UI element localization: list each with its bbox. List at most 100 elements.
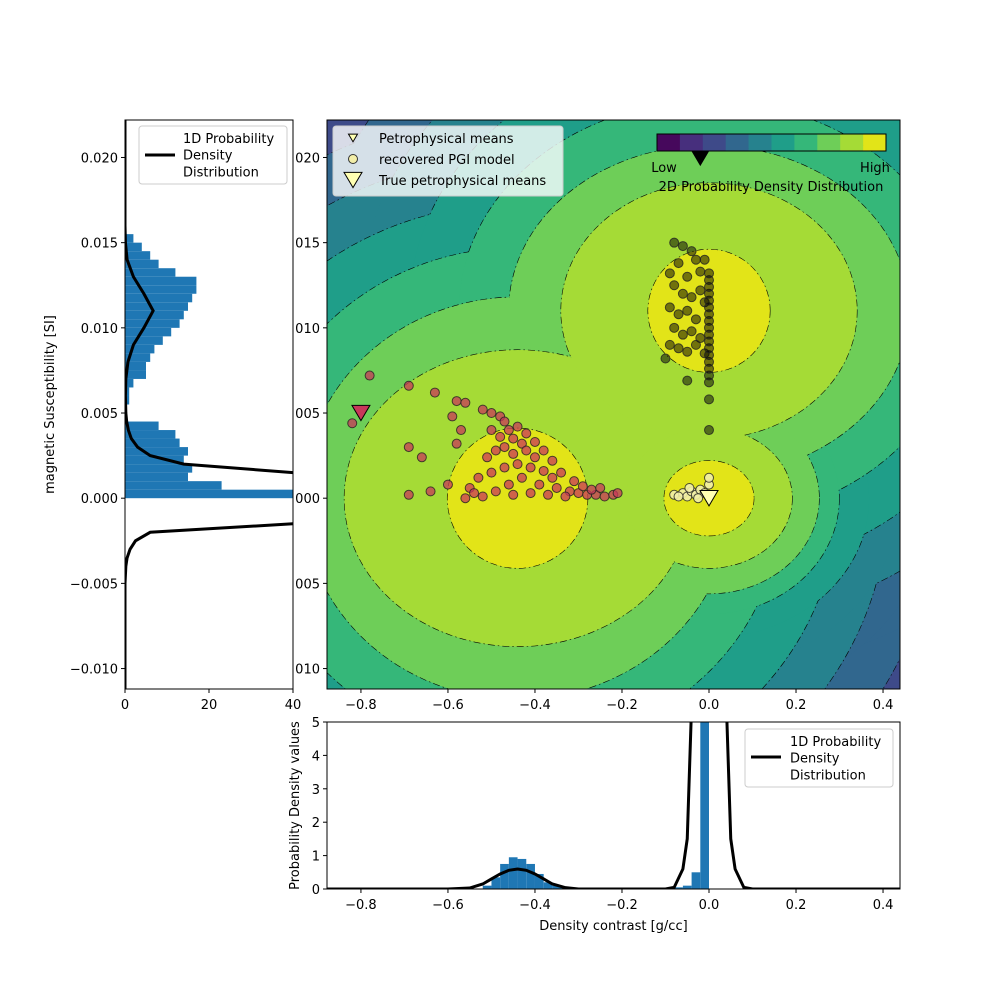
y-tick-label: 0.005: [81, 407, 118, 422]
pgi-point: [695, 285, 706, 296]
y-tick-label: 3: [312, 783, 320, 798]
x-tick-label: −0.2: [606, 698, 638, 713]
pgi-point: [521, 445, 532, 456]
pgi-point: [682, 375, 693, 386]
pgi-point: [486, 425, 497, 436]
contour-plot: [327, 120, 900, 689]
x-tick-label: 0.4: [873, 898, 894, 913]
y-tick-label: −0.005: [272, 577, 320, 592]
pgi-point: [543, 489, 554, 500]
pgi-point: [529, 452, 540, 463]
colorbar-cell: [725, 134, 749, 151]
pgi-point: [473, 472, 484, 483]
pgi-point: [429, 387, 440, 398]
pgi-point: [364, 370, 375, 381]
pgi-point: [477, 404, 488, 415]
pgi-point: [699, 254, 710, 265]
pgi-point: [556, 467, 567, 478]
main-y-labels: −0.010 −0.005 0.000 0.005 0.010 0.015 0.020: [272, 151, 327, 678]
legend-box: [138, 125, 288, 185]
x-tick-label: −0.8: [345, 698, 377, 713]
text-line: Distribution: [183, 165, 259, 180]
pgi-point: [586, 484, 597, 495]
hist-bar: [125, 242, 142, 252]
left-legend: 1D Probability Density Distribution: [138, 125, 288, 185]
pgi-point: [416, 452, 427, 463]
hist-bar: [691, 872, 701, 889]
pgi-point: [682, 346, 693, 357]
text-line: Distribution: [790, 768, 866, 783]
pgi-point: [477, 491, 488, 502]
y-tick-label: 5: [312, 716, 320, 731]
pgi-point: [490, 486, 501, 497]
pgi-point: [490, 445, 501, 456]
pgi-point: [521, 428, 532, 439]
petrophysical-mean: [699, 490, 719, 507]
pgi-point: [403, 442, 414, 453]
hist-bar: [125, 327, 172, 337]
y-axis-label: magnetic Susceptibility [SI]: [43, 315, 58, 494]
hist-bar: [125, 472, 188, 482]
hist-bar: [125, 481, 222, 490]
x-tick-label: −0.6: [432, 698, 464, 713]
legend-label: True petrophysical means: [378, 174, 546, 189]
pgi-point: [499, 462, 510, 473]
hist-bar: [125, 387, 130, 396]
pgi-point: [442, 479, 453, 490]
pgi-point: [512, 459, 523, 470]
hist-bar: [674, 887, 683, 889]
y-tick-label: 0: [312, 883, 320, 898]
legend-marker: [348, 154, 358, 164]
pgi-point: [529, 436, 540, 447]
hist-bar: [125, 395, 130, 405]
x-axis-label: Density contrast [g/cc]: [539, 919, 687, 934]
legend-label: 1D Probability Density Distribution: [790, 735, 881, 783]
y-tick-label: 0.020: [283, 151, 320, 166]
pgi-point: [569, 476, 580, 487]
pgi-point: [690, 314, 701, 325]
hist-bar: [125, 421, 159, 431]
pgi-point: [460, 493, 471, 504]
hist-bar: [125, 464, 193, 473]
x-tick-label: 0.0: [699, 898, 720, 913]
pgi-point: [403, 489, 414, 500]
pgi-point: [451, 396, 462, 407]
hist-bar: [125, 361, 146, 371]
hist-bar: [125, 302, 188, 311]
pdf-line: [327, 722, 900, 889]
y-tick-label: −0.005: [70, 577, 118, 592]
pgi-point: [516, 472, 527, 483]
colorbar-cell: [840, 134, 864, 151]
x-tick-label: 0.2: [786, 698, 807, 713]
pgi-point: [460, 397, 471, 408]
colorbar-cell: [863, 134, 887, 151]
hist-bar: [125, 378, 134, 388]
axes-frame: [326, 119, 901, 690]
hist-bar: [125, 276, 197, 286]
pgi-point: [669, 322, 680, 333]
x-tick-label: 0: [121, 698, 129, 713]
pgi-point: [686, 326, 697, 337]
pgi-point: [482, 452, 493, 463]
legend-box: [332, 125, 564, 197]
pgi-point: [508, 433, 519, 444]
pgi-point: [599, 491, 610, 502]
hist-bar: [526, 863, 535, 889]
pgi-point: [677, 288, 688, 299]
hist-bar: [543, 882, 553, 889]
y-tick-label: −0.010: [70, 663, 118, 678]
colorbar-cell: [657, 134, 681, 151]
axes-frame: [326, 721, 901, 890]
hist-bar: [517, 858, 527, 889]
pgi-point: [347, 418, 358, 429]
pgi-point: [499, 416, 510, 427]
hist-bar: [125, 430, 176, 439]
pgi-point: [547, 472, 558, 483]
y-tick-label: 0.000: [283, 492, 320, 507]
left-plot: [125, 120, 293, 689]
pgi-point: [673, 491, 684, 502]
pgi-point: [469, 488, 480, 499]
hist-bar: [700, 722, 709, 889]
x-tick-label: −0.6: [432, 898, 464, 913]
